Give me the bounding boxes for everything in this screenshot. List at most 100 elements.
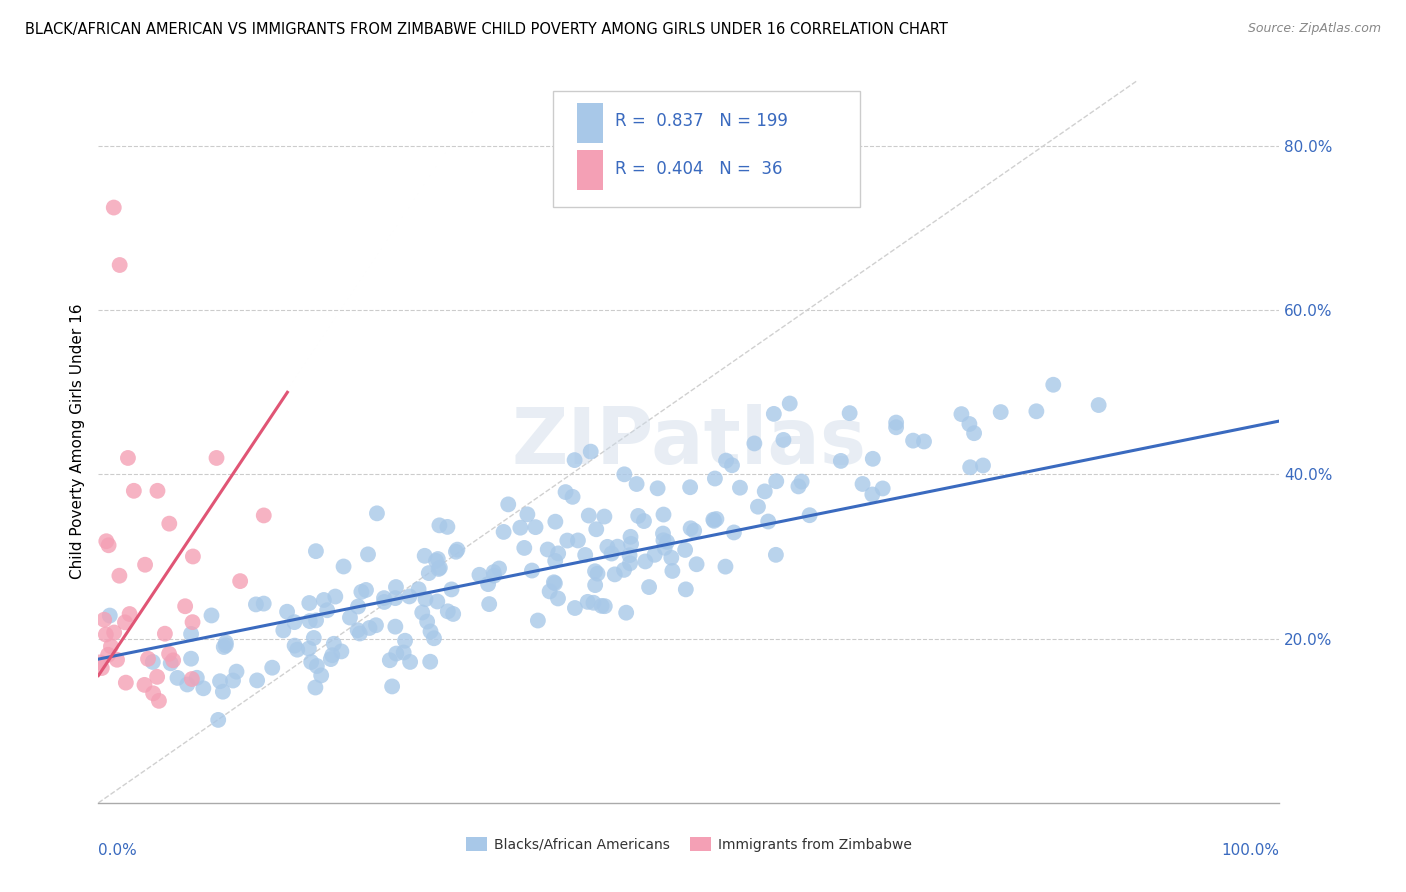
Point — [105, 653, 128, 667]
Point — [215, 638, 238, 652]
Point — [419, 624, 441, 639]
Point — [884, 416, 907, 430]
Point — [425, 554, 447, 568]
Point — [619, 557, 641, 571]
Point — [146, 670, 169, 684]
Point — [957, 417, 980, 431]
Text: 0.0%: 0.0% — [98, 843, 138, 857]
Point — [633, 514, 655, 528]
Point — [884, 420, 907, 434]
Point — [702, 513, 724, 527]
Point — [429, 518, 451, 533]
Point — [319, 652, 342, 666]
Point — [89, 656, 111, 670]
Point — [583, 578, 606, 592]
Point — [122, 483, 145, 498]
Point — [349, 626, 371, 640]
Point — [591, 599, 613, 613]
Point — [1042, 377, 1064, 392]
Point — [97, 648, 120, 662]
Point — [441, 607, 464, 621]
Point — [166, 671, 188, 685]
Point — [180, 651, 202, 665]
Point — [703, 471, 725, 485]
Point — [90, 661, 112, 675]
Point — [305, 544, 328, 558]
Point — [440, 582, 463, 597]
Point — [583, 564, 606, 578]
Point — [593, 599, 616, 614]
Point — [606, 540, 628, 554]
Point — [714, 453, 737, 467]
Point — [142, 655, 165, 669]
Point — [496, 497, 519, 511]
Point — [378, 653, 401, 667]
Point — [683, 524, 706, 538]
Point — [554, 485, 576, 500]
Point — [582, 596, 605, 610]
Point — [524, 520, 547, 534]
Point — [1025, 404, 1047, 418]
FancyBboxPatch shape — [576, 103, 603, 143]
Point — [652, 508, 675, 522]
Point — [574, 548, 596, 562]
Point — [644, 548, 666, 562]
Point — [285, 642, 308, 657]
Point — [851, 477, 873, 491]
Point — [652, 533, 675, 548]
Point — [756, 515, 779, 529]
Point — [245, 598, 267, 612]
Point — [620, 537, 643, 551]
Point — [273, 624, 295, 638]
Point — [779, 396, 801, 410]
Point — [96, 534, 118, 549]
Point — [482, 568, 505, 582]
Point — [332, 559, 354, 574]
Point — [673, 543, 696, 558]
Point — [193, 681, 215, 696]
Point — [339, 610, 361, 624]
Point — [205, 450, 228, 465]
Point — [427, 562, 450, 576]
Point — [706, 512, 728, 526]
Point — [359, 621, 381, 635]
Point — [762, 407, 785, 421]
Point — [765, 548, 787, 562]
Point — [347, 599, 370, 614]
Point — [298, 641, 321, 656]
Point — [174, 599, 197, 614]
Text: R =  0.837   N = 199: R = 0.837 N = 199 — [614, 112, 787, 130]
Point — [142, 686, 165, 700]
Point — [180, 627, 202, 641]
Point — [323, 590, 346, 604]
Point — [492, 524, 515, 539]
Point — [200, 608, 222, 623]
Point — [373, 591, 395, 606]
Point — [176, 677, 198, 691]
Point — [373, 595, 395, 609]
Point — [316, 603, 339, 617]
Point — [429, 560, 451, 574]
Point — [547, 591, 569, 606]
Point — [593, 509, 616, 524]
Point — [772, 433, 794, 447]
Point — [322, 637, 344, 651]
Point — [305, 659, 328, 673]
Text: 100.0%: 100.0% — [1222, 843, 1279, 857]
Point — [381, 680, 404, 694]
Point — [98, 608, 121, 623]
Point — [436, 520, 458, 534]
Point — [419, 655, 441, 669]
Point — [115, 675, 138, 690]
Point — [614, 606, 637, 620]
Point — [181, 615, 204, 629]
Point — [157, 516, 180, 531]
Point — [302, 631, 325, 645]
Point — [586, 566, 609, 581]
Text: Source: ZipAtlas.com: Source: ZipAtlas.com — [1247, 22, 1381, 36]
Point — [634, 554, 657, 568]
Point — [93, 613, 115, 627]
Point — [222, 673, 245, 688]
Point — [579, 444, 602, 458]
Point — [703, 514, 725, 528]
